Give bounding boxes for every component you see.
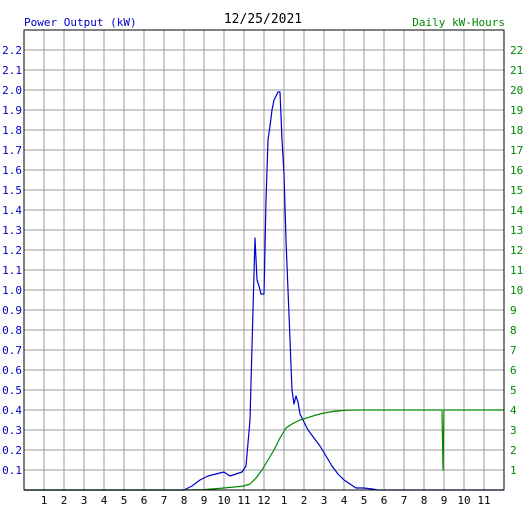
right-tick-label: 15 <box>510 184 523 197</box>
x-tick-labels: 1 2 3 4 5 6 7 8 9 10 11 12 1 2 3 4 5 6 7 8 9 10 11 <box>41 494 491 507</box>
left-tick-label: 0.3 <box>2 424 22 437</box>
left-tick-label: 2.2 <box>2 44 22 57</box>
left-tick-label: 2.0 <box>2 84 22 97</box>
x-tick-label: 10 <box>217 494 230 507</box>
right-tick-label: 10 <box>510 284 523 297</box>
left-tick-label: 1.4 <box>2 204 22 217</box>
x-tick-label: 7 <box>161 494 168 507</box>
left-tick-label: 1.9 <box>2 104 22 117</box>
right-tick-label: 21 <box>510 64 523 77</box>
x-tick-label: 1 <box>281 494 288 507</box>
daily-kwh-line <box>24 409 504 491</box>
right-tick-label: 22 <box>510 44 523 57</box>
left-tick-label: 0.2 <box>2 444 22 457</box>
right-tick-label: 11 <box>510 264 523 277</box>
right-tick-label: 7 <box>510 344 517 357</box>
x-tick-label: 1 <box>41 494 48 507</box>
right-tick-label: 12 <box>510 244 523 257</box>
left-tick-label: 1.6 <box>2 164 22 177</box>
right-axis-label: Daily kW-Hours <box>412 16 505 29</box>
x-tick-label: 3 <box>81 494 88 507</box>
left-tick-label: 0.7 <box>2 344 22 357</box>
x-tick-label: 4 <box>341 494 348 507</box>
right-tick-label: 14 <box>510 204 524 217</box>
x-tick-label: 6 <box>381 494 388 507</box>
x-tick-label: 9 <box>441 494 448 507</box>
x-tick-label: 2 <box>301 494 308 507</box>
left-tick-label: 1.8 <box>2 124 22 137</box>
left-tick-label: 1.3 <box>2 224 22 237</box>
x-tick-label: 5 <box>361 494 368 507</box>
grid-lines <box>24 30 504 490</box>
x-tick-label: 10 <box>457 494 470 507</box>
left-tick-label: 2.1 <box>2 64 22 77</box>
right-tick-label: 18 <box>510 124 523 137</box>
x-tick-label: 12 <box>257 494 270 507</box>
left-axis-label: Power Output (kW) <box>24 16 137 29</box>
left-tick-label: 1.1 <box>2 264 22 277</box>
x-tick-label: 7 <box>401 494 408 507</box>
right-tick-label: 8 <box>510 324 517 337</box>
right-tick-label: 20 <box>510 84 523 97</box>
x-tick-label: 5 <box>121 494 128 507</box>
right-tick-label: 6 <box>510 364 517 377</box>
series-layer <box>24 91 504 491</box>
right-tick-label: 5 <box>510 384 517 397</box>
x-tick-label: 8 <box>181 494 188 507</box>
right-tick-label: 1 <box>510 464 517 477</box>
x-tick-label: 6 <box>141 494 148 507</box>
left-tick-label: 0.6 <box>2 364 22 377</box>
right-tick-label: 3 <box>510 424 517 437</box>
chart-title: 12/25/2021 <box>224 12 302 27</box>
right-tick-label: 4 <box>510 404 517 417</box>
right-tick-label: 13 <box>510 224 523 237</box>
left-tick-label: 0.8 <box>2 324 22 337</box>
left-tick-label: 0.1 <box>2 464 22 477</box>
x-tick-label: 4 <box>101 494 108 507</box>
left-tick-label: 1.5 <box>2 184 22 197</box>
x-tick-label: 8 <box>421 494 428 507</box>
left-tick-label: 0.4 <box>2 404 22 417</box>
plot-frame <box>23 29 505 491</box>
left-tick-label: 1.0 <box>2 284 22 297</box>
x-tick-label: 11 <box>477 494 490 507</box>
x-tick-label: 11 <box>237 494 250 507</box>
right-tick-label: 9 <box>510 304 517 317</box>
left-tick-labels: 0.1 0.2 0.3 0.4 0.5 0.6 0.7 0.8 0.9 1.0 1.1 1.2 1.3 1… <box>2 44 22 477</box>
left-tick-label: 0.9 <box>2 304 22 317</box>
x-tick-label: 9 <box>201 494 208 507</box>
x-tick-label: 2 <box>61 494 68 507</box>
left-tick-label: 1.7 <box>2 144 22 157</box>
x-tick-label: 3 <box>321 494 328 507</box>
left-tick-label: 0.5 <box>2 384 22 397</box>
right-tick-label: 17 <box>510 144 523 157</box>
right-tick-label: 19 <box>510 104 523 117</box>
right-tick-label: 2 <box>510 444 517 457</box>
right-tick-label: 16 <box>510 164 523 177</box>
left-tick-label: 1.2 <box>2 244 22 257</box>
power-output-line <box>24 91 504 491</box>
